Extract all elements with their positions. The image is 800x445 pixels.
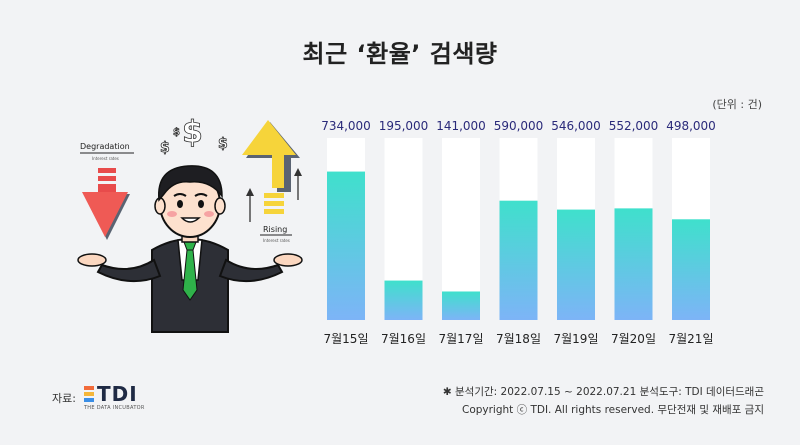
bar-7월20일 xyxy=(614,208,653,320)
value-label: 590,000 xyxy=(494,119,544,133)
svg-text:$: $ xyxy=(173,127,180,138)
bar-7월19일 xyxy=(557,209,595,320)
copyright: Copyright ⓒ TDI. All rights reserved. 무단… xyxy=(461,404,764,416)
down-arrow-icon xyxy=(82,168,130,240)
svg-text:$: $ xyxy=(218,136,228,152)
bar-7월16일 xyxy=(384,280,423,320)
bar-7월17일 xyxy=(442,291,480,320)
rising-label: Rising xyxy=(263,225,287,234)
logo-bars-icon xyxy=(83,386,94,402)
up-arrow-icon xyxy=(242,120,302,222)
bar-7월15일 xyxy=(327,171,365,320)
value-label: 546,000 xyxy=(551,119,601,133)
tdi-logo: TDI THE DATA INCUBATOR xyxy=(83,382,145,411)
category-label: 7월16일 xyxy=(381,332,426,346)
unit-label: (단위 : 건) xyxy=(712,98,762,111)
category-label: 7월21일 xyxy=(669,332,714,346)
bar-track xyxy=(442,138,480,320)
businessman-figure xyxy=(77,165,303,333)
value-label: 195,000 xyxy=(379,119,429,133)
value-label: 734,000 xyxy=(321,119,371,133)
source-label: 자료: xyxy=(52,391,76,405)
chart-title: 최근 ‘환율’ 검색량 xyxy=(302,40,498,68)
degradation-label: Degradation xyxy=(80,142,130,151)
footer-notes: ✱ 분석기간: 2022.07.15 ~ 2022.07.21 분석도구: TD… xyxy=(443,383,764,419)
rising-sub: Interest rates xyxy=(263,238,290,243)
value-label: 141,000 xyxy=(436,119,486,133)
svg-text:$: $ xyxy=(160,140,170,156)
value-label: 498,000 xyxy=(666,119,716,133)
logo-text: TDI xyxy=(96,382,138,406)
category-label: 7월20일 xyxy=(611,332,656,346)
businessman-illustration: Degradation Interest rates $ $ $ $ Risin… xyxy=(77,115,303,333)
category-label: 7월18일 xyxy=(496,332,541,346)
logo-subtitle: THE DATA INCUBATOR xyxy=(83,405,145,411)
source-block: 자료: TDI THE DATA INCUBATOR xyxy=(52,384,145,411)
bar-7월18일 xyxy=(499,200,538,320)
svg-text:$: $ xyxy=(182,115,203,150)
value-label: 552,000 xyxy=(609,119,659,133)
category-label: 7월19일 xyxy=(554,332,599,346)
dollar-icon: $ $ $ $ xyxy=(160,115,229,157)
analysis-period: ✱ 분석기간: 2022.07.15 ~ 2022.07.21 분석도구: TD… xyxy=(442,386,764,398)
bar-7월21일 xyxy=(672,219,710,320)
category-label: 7월17일 xyxy=(439,332,484,346)
degradation-sub: Interest rates xyxy=(92,156,119,161)
category-label: 7월15일 xyxy=(324,332,369,346)
